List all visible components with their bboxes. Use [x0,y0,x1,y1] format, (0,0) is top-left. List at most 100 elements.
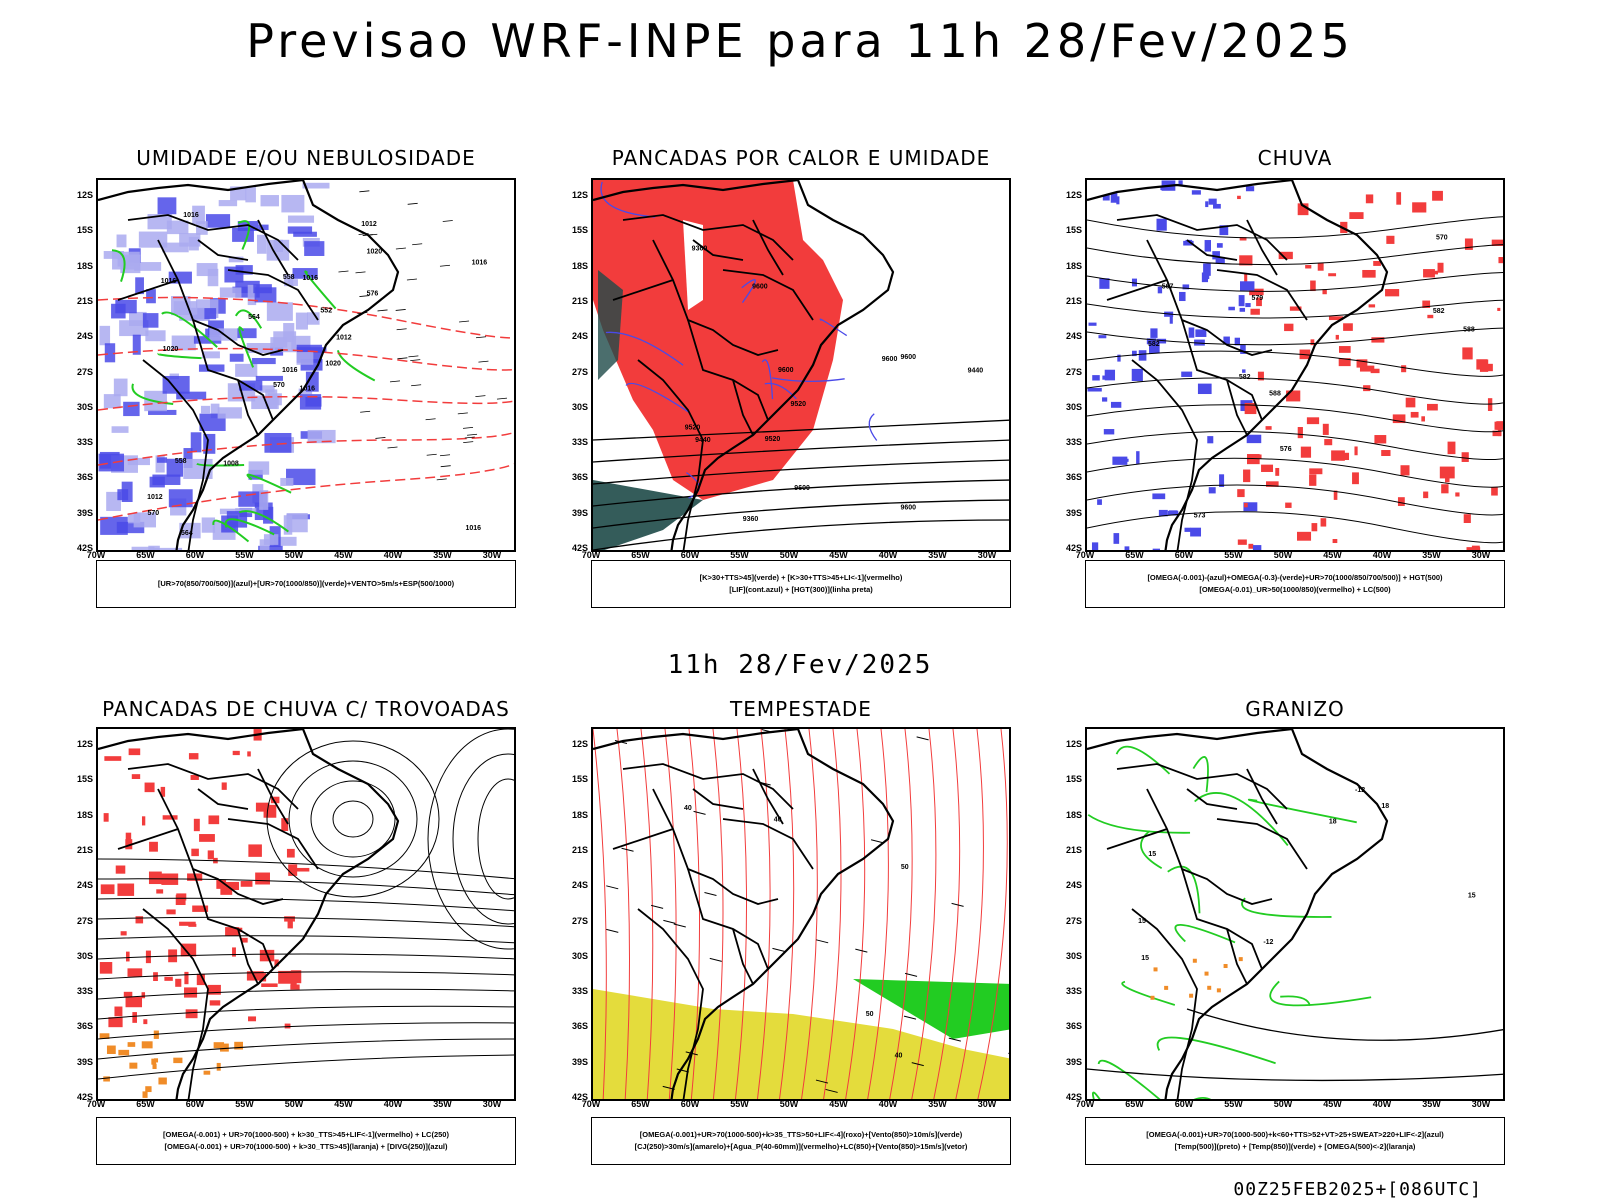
latitude-tick-label: 15S [571,774,588,785]
latitude-tick-label: 24S [76,880,93,891]
longitude-tick-label: 60W [680,1099,700,1109]
longitude-tick-label: 50W [1273,1099,1293,1109]
contour-label: 9600 [794,485,810,492]
latitude-tick-label: 33S [76,437,93,448]
contour-label: 9600 [900,354,916,361]
legend-line: [Temp(500)](preto) + [Temp(850)](verde) … [1174,1142,1416,1151]
latitude-tick-label: 33S [571,986,588,997]
latitude-tick-label: 42S [76,543,93,553]
map-panel: 588 588 582 582 579 576 573 570 567 582 [1085,178,1505,552]
panel-title: TEMPESTADE [730,697,872,721]
legend-line: [OMEGA(-0.001)+UR>70(1000-500)+k>35_TTS>… [639,1130,963,1139]
contour-label: 15 [1138,918,1146,925]
contour-label: 18 [1381,803,1389,810]
contour-label: 9600 [752,283,768,290]
forecast-time-subtitle: 11h 28/Fev/2025 [667,650,933,680]
contour-label: 582 [1239,374,1251,381]
latitude-tick-label: 12S [76,190,93,200]
longitude-tick-label: 65W [631,1099,650,1109]
map-graphic [98,729,514,1099]
contour-label: 558 [175,458,187,465]
contour-label: 1016 [282,367,298,374]
contour-label: 1012 [361,221,377,228]
legend-line: [OMEGA(-0.001) + UR>70(1000-500) + k>30_… [164,1142,448,1151]
latitude-tick-label: 33S [1065,986,1082,997]
longitude-tick-label: 45W [829,550,848,560]
latitude-tick-label: 36S [571,1021,588,1032]
longitude-tick-label: 65W [136,550,155,560]
panel-legend: [OMEGA(-0.001) + UR>70(1000-500) + k>30_… [96,1117,516,1165]
latitude-tick-label: 42S [571,1092,588,1102]
latitude-tick-label: 36S [76,1021,93,1032]
latitude-tick-label: 12S [571,739,588,749]
longitude-tick-label: 45W [334,550,353,560]
latitude-tick-label: 21S [76,295,93,306]
longitude-tick-label: 70W [1075,550,1095,560]
latitude-tick-label: 24S [1065,331,1082,342]
contour-label: 15 [1148,851,1156,858]
contour-label: 9440 [695,437,711,444]
longitude-tick-label: 35W [433,1099,452,1109]
contour-label: 564 [181,530,193,537]
map-panel: 1016 1016 1016 1012 1012 1008 1012 1016 1020 1020… [96,178,516,552]
latitude-tick-label: 21S [1065,844,1082,855]
map-graphic: -12 -12 15 15 15 18 18 15 [1087,729,1503,1099]
contour-label: 18 [1329,819,1337,826]
latitude-tick-label: 18S [76,809,93,820]
longitude-tick-label: 50W [779,1099,799,1109]
contour-label: 1016 [183,212,199,219]
contour-label: 570 [147,510,159,517]
legend-line: [OMEGA(-0.01)_UR>50(1000/850)(vermelho) … [1199,585,1391,594]
contour-label: 9360 [692,246,708,253]
contour-label: 1016 [299,386,315,393]
longitude-tick-label: 65W [631,550,650,560]
contour-label: 1016 [465,525,481,532]
latitude-tick-label: 12S [1065,739,1082,749]
latitude-tick-label: 27S [1065,915,1082,926]
longitude-tick-label: 35W [1422,1099,1441,1109]
contour-label: 1020 [325,361,341,368]
longitude-tick-label: 50W [779,550,799,560]
contour-label: 1012 [147,494,163,501]
contour-label: 9600 [900,504,916,511]
contour-label: 1016 [302,275,318,282]
longitude-tick-label: 40W [1372,1099,1392,1109]
contour-label: 9600 [882,356,898,363]
latitude-tick-label: 24S [1065,880,1082,891]
latitude-tick-label: 36S [1065,472,1082,483]
contour-label: 1008 [223,461,239,468]
contour-label: 9440 [968,367,984,374]
latitude-tick-label: 30S [1065,950,1082,961]
panel-legend: [K>30+TTS>45](verde) + [K>30+TTS>45+LI<-… [591,560,1011,608]
map-panel: 40 40 50 50 40 [591,727,1011,1101]
contour-label: 40 [895,1052,903,1059]
latitude-tick-label: 42S [571,543,588,553]
main-title: Previsao WRF-INPE para 11h 28/Fev/2025 [246,14,1354,68]
longitude-tick-label: 70W [1075,1099,1095,1109]
map-graphic: 9600960096009520960096009600952095209440… [593,180,1009,550]
longitude-tick-label: 35W [928,550,947,560]
contour-label: 9520 [685,425,701,432]
longitude-tick-label: 45W [829,1099,848,1109]
latitude-tick-label: 21S [571,844,588,855]
longitude-tick-label: 30W [977,1099,997,1109]
map-graphic: 588 588 582 582 579 576 573 570 567 582 [1087,180,1503,550]
panel-legend: [OMEGA(-0.001)+UR>70(1000-500)+k<60+TTS>… [1085,1117,1505,1165]
latitude-tick-label: 24S [571,331,588,342]
longitude-tick-label: 35W [928,1099,947,1109]
panel-legend: [OMEGA(-0.001)-(azul)+OMEGA(-0.3)-(verde… [1085,560,1505,608]
longitude-tick-label: 30W [977,550,997,560]
latitude-tick-label: 15S [76,225,93,236]
longitude-tick-label: 60W [1174,550,1194,560]
panel-title: PANCADAS DE CHUVA C/ TROVOADAS [102,697,510,721]
latitude-tick-label: 33S [571,437,588,448]
panel-legend: [OMEGA(-0.001)+UR>70(1000-500)+k>35_TTS>… [591,1117,1011,1165]
latitude-tick-label: 30S [571,950,588,961]
contour-label: 579 [1252,295,1264,302]
contour-label: 15 [1141,955,1149,962]
contour-label: 567 [1162,283,1174,290]
latitude-tick-label: 30S [1065,401,1082,412]
latitude-tick-label: 18S [76,260,93,271]
contour-label: 582 [1148,341,1160,348]
contour-label: -12 [1355,787,1365,794]
